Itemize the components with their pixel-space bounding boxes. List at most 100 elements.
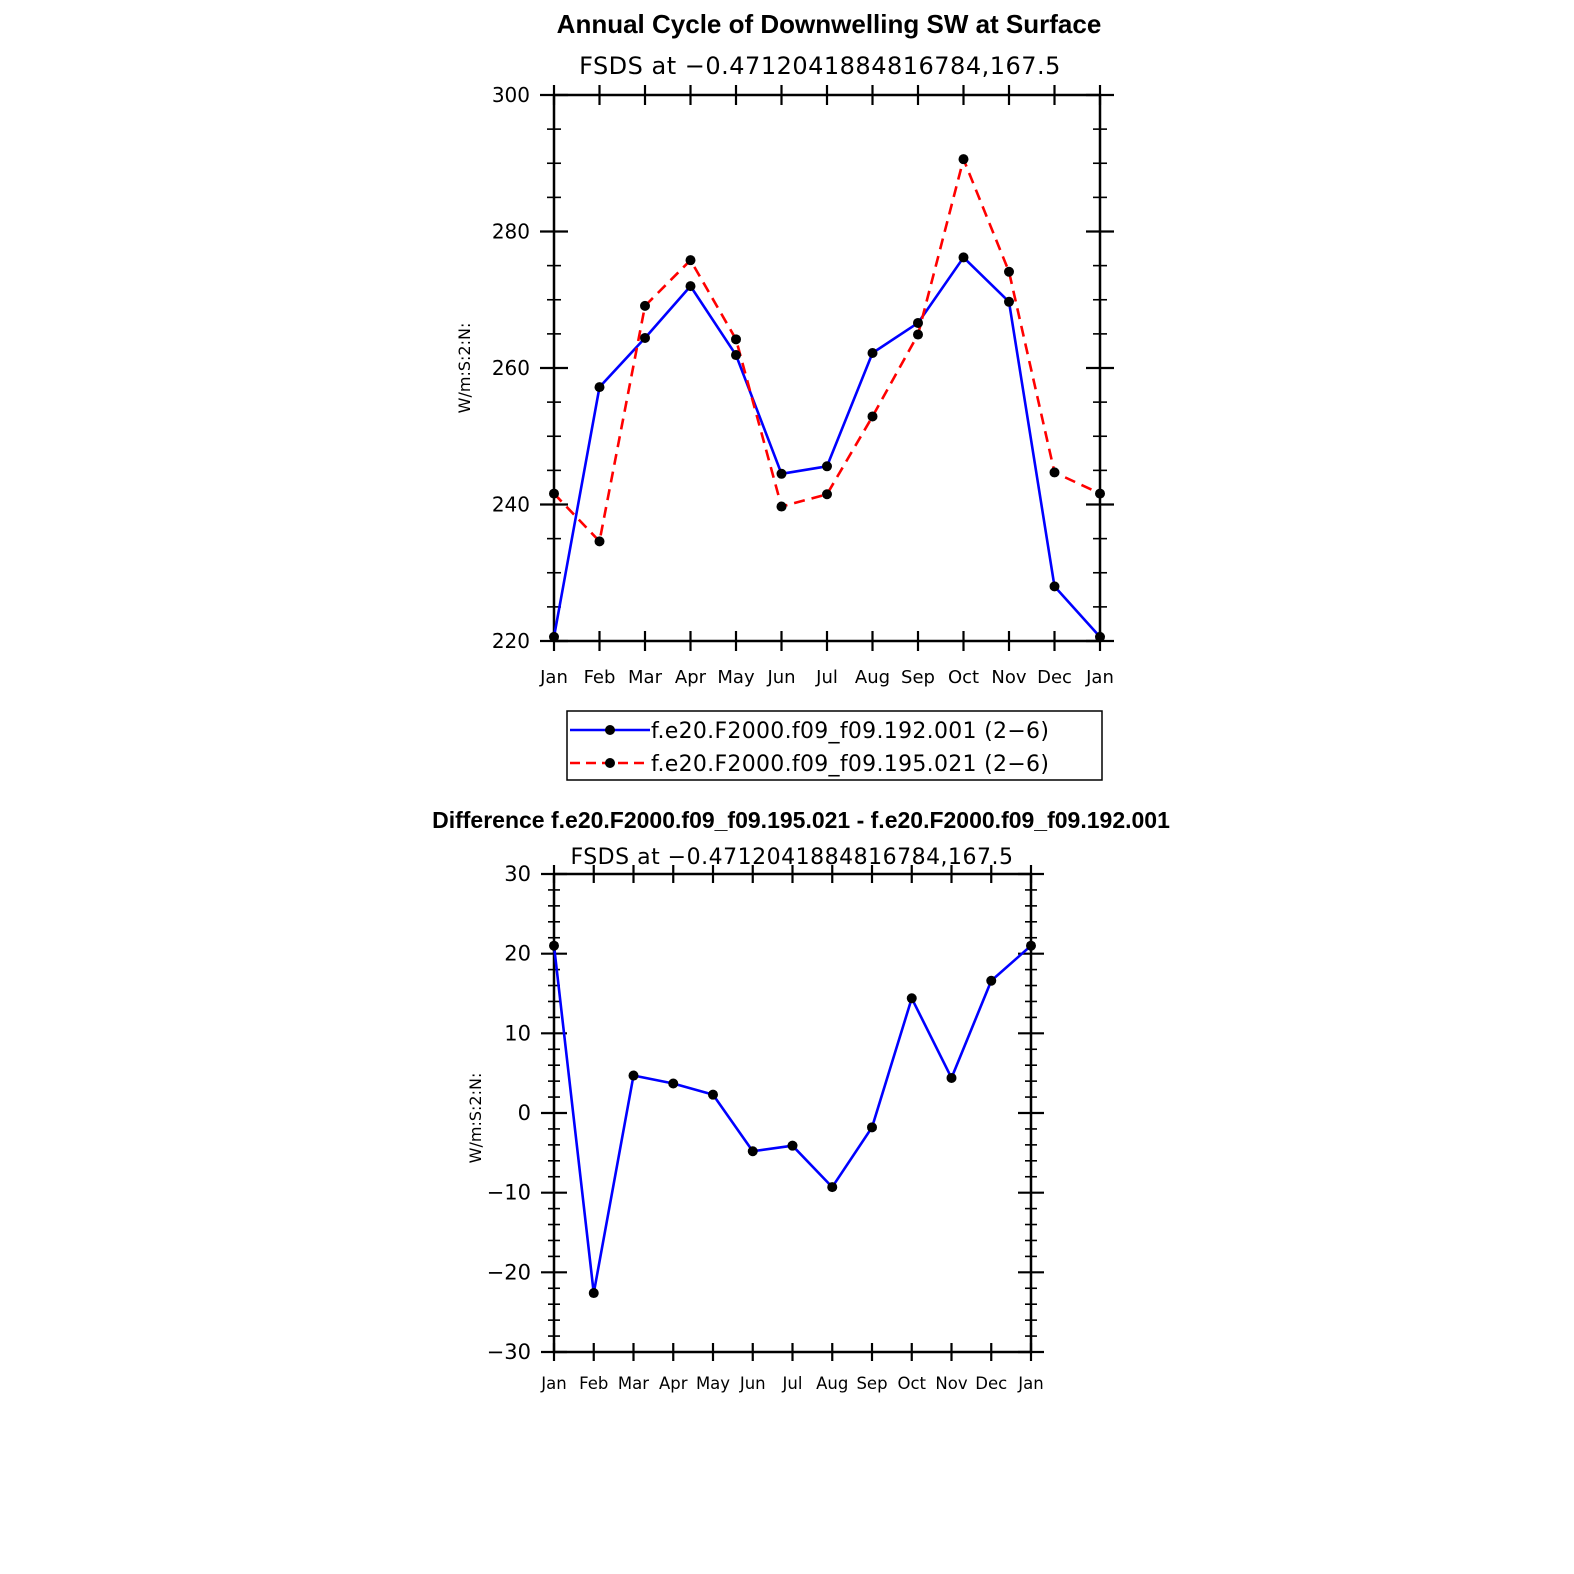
x-tick-label: May — [696, 1374, 730, 1393]
data-point — [1004, 296, 1014, 307]
x-tick-label: Jan — [540, 1374, 566, 1393]
data-point — [731, 350, 741, 361]
data-point — [628, 1070, 639, 1081]
x-tick-label: Feb — [584, 667, 616, 688]
x-tick-label: Sep — [901, 667, 935, 688]
data-point — [588, 1288, 599, 1299]
x-tick-label: Nov — [991, 667, 1026, 688]
data-point — [958, 154, 969, 165]
data-point — [731, 334, 741, 345]
y-tick-label: 10 — [504, 1021, 531, 1045]
plot-axes: 220 240 260 280 300 Jan Feb Mar Apr May Jun Jul Aug S… — [492, 83, 1114, 688]
data-point — [668, 1078, 679, 1089]
x-tick-label: Jul — [782, 1374, 803, 1393]
data-point — [822, 489, 832, 500]
plot-series — [549, 154, 1105, 642]
x-tick-label: Apr — [675, 667, 707, 688]
data-point — [685, 281, 696, 292]
data-point — [913, 329, 923, 340]
y-tick-label: 260 — [492, 356, 530, 380]
x-tick-label: Aug — [855, 667, 890, 688]
x-tick-label: Jan — [1085, 667, 1114, 688]
data-point — [549, 488, 559, 499]
data-point — [640, 300, 650, 311]
y-tick-label: −30 — [487, 1340, 531, 1364]
data-point — [776, 501, 787, 512]
x-tick-label: May — [717, 667, 755, 688]
data-point — [946, 1072, 957, 1083]
data-point — [594, 536, 605, 547]
data-point — [913, 317, 923, 328]
chart-title: Difference f.e20.F2000.f09_f09.195.021 -… — [432, 807, 1170, 833]
data-point — [1095, 488, 1105, 499]
x-tick-label: Jun — [766, 667, 795, 688]
legend-item: f.e20.F2000.f09_f09.195.021 (2−6) — [570, 752, 1049, 777]
y-tick-label: 240 — [492, 493, 530, 517]
plot-axes: −30 −20 −10 0 10 20 30 Jan Feb Mar Apr May Jun Jul Aug… — [487, 862, 1044, 1393]
data-point — [822, 461, 832, 472]
data-point — [827, 1182, 838, 1193]
chart-title: Annual Cycle of Downwelling SW at Surfac… — [557, 9, 1102, 39]
data-point — [594, 382, 605, 393]
data-point — [867, 411, 878, 422]
legend-marker — [605, 725, 615, 735]
y-tick-label: −20 — [487, 1260, 531, 1284]
data-point — [1049, 581, 1060, 592]
plot-series — [549, 940, 1036, 1299]
x-tick-label: Aug — [816, 1374, 848, 1393]
annual-cycle-chart: Annual Cycle of Downwelling SW at Surfac… — [455, 9, 1114, 781]
y-tick-label: 20 — [504, 942, 531, 966]
data-point — [1004, 266, 1014, 277]
x-tick-label: Dec — [975, 1374, 1007, 1393]
series-line-1 — [552, 944, 1032, 1295]
x-tick-label: Sep — [856, 1374, 887, 1393]
y-axis-label: W/m:S:2:N: — [466, 1073, 485, 1164]
y-tick-label: 0 — [518, 1101, 531, 1125]
legend: f.e20.F2000.f09_f09.192.001 (2−6) f.e20.… — [566, 710, 1103, 781]
y-tick-label: 30 — [504, 862, 531, 886]
data-point — [549, 631, 559, 642]
data-point — [958, 252, 969, 263]
y-tick-label: 220 — [492, 629, 530, 653]
data-point — [1095, 631, 1105, 642]
data-point — [708, 1089, 718, 1100]
x-tick-label: Feb — [579, 1374, 608, 1393]
legend-marker — [605, 758, 615, 768]
x-tick-label: Mar — [618, 1374, 649, 1393]
x-tick-label: Oct — [897, 1374, 926, 1393]
x-tick-label: Jul — [815, 667, 838, 688]
y-axis-label: W/m:S:2:N: — [455, 323, 474, 414]
x-tick-label: Mar — [628, 667, 663, 688]
y-tick-label: −10 — [487, 1181, 531, 1205]
legend-item: f.e20.F2000.f09_f09.192.001 (2−6) — [570, 719, 1049, 744]
data-point — [1049, 467, 1060, 478]
x-tick-label: Jan — [1017, 1374, 1043, 1393]
plot-frame — [552, 93, 1102, 643]
data-point — [867, 347, 878, 358]
data-point — [640, 332, 650, 343]
series-line-2 — [553, 157, 1101, 543]
x-tick-label: Apr — [659, 1374, 688, 1393]
y-tick-label: 300 — [492, 83, 530, 107]
chart-subtitle: FSDS at −0.4712041884816784,167.5 — [579, 52, 1061, 80]
x-tick-label: Dec — [1037, 667, 1072, 688]
data-point — [986, 975, 997, 986]
data-point — [906, 993, 917, 1004]
data-point — [787, 1140, 798, 1151]
data-point — [867, 1122, 877, 1133]
x-tick-label: Nov — [935, 1374, 967, 1393]
legend-box — [566, 710, 1103, 781]
difference-chart: Difference f.e20.F2000.f09_f09.195.021 -… — [432, 807, 1170, 1393]
legend-label: f.e20.F2000.f09_f09.195.021 (2−6) — [651, 752, 1049, 777]
x-tick-label: Jun — [739, 1374, 766, 1393]
data-point — [747, 1146, 758, 1157]
data-point — [776, 468, 787, 479]
y-tick-label: 280 — [492, 220, 530, 244]
data-point — [1026, 940, 1036, 951]
data-point — [685, 255, 696, 266]
x-tick-label: Oct — [948, 667, 979, 688]
x-tick-label: Jan — [539, 667, 568, 688]
data-point — [549, 940, 559, 951]
legend-label: f.e20.F2000.f09_f09.192.001 (2−6) — [651, 719, 1049, 744]
